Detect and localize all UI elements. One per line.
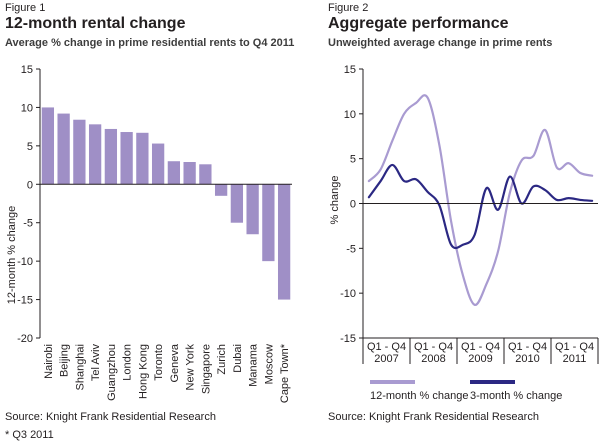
line-chart-year-label: 2010: [515, 353, 539, 365]
figure-2-label: Figure 2: [328, 2, 369, 14]
bar-chart-ylabel: 12-month % change: [6, 206, 18, 304]
line-chart: % change 15 10 5 0 -5 -10 -15 Q1 - Q4 Q1 - Q4 Q1 …: [329, 64, 599, 402]
bar-chart-bar: [136, 132, 149, 185]
legend-label-1: 3-month % change: [470, 390, 562, 402]
bar-chart-category-label: New York: [185, 344, 197, 391]
line-chart-y-tick-label: -10: [340, 288, 356, 300]
line-chart-y-tick-label: -15: [340, 333, 356, 345]
line-chart-y-tick-label: 10: [344, 109, 356, 121]
bar-chart-y-tick-label: 15: [21, 64, 33, 76]
bar-chart-bar: [277, 184, 291, 300]
line-chart-x-tick-label: Q1 - Q4: [414, 341, 453, 353]
figure-2-title: Aggregate performance: [328, 15, 509, 32]
bar-chart-y-tick-label: 10: [21, 102, 33, 114]
figure-1-note: * Q3 2011: [5, 429, 54, 441]
line-chart-year-label: 2011: [563, 353, 587, 365]
line-chart-y-tick-label: 15: [344, 64, 356, 76]
bar-chart: 12-month % change 15 10 5 0 -5 -10 -15 -20 Nairo…: [6, 64, 292, 403]
bar-chart-bar: [151, 143, 165, 185]
bar-chart-bar: [199, 164, 212, 185]
figure-2-subtitle: Unweighted average change in prime rents: [328, 37, 553, 49]
bar-chart-bar: [41, 107, 55, 185]
bar-chart-bar: [104, 128, 118, 185]
bar-chart-bar: [230, 184, 244, 223]
bar-chart-category-label: Shanghai: [74, 344, 86, 391]
bar-chart-bar: [214, 184, 228, 196]
bar-chart-bar: [262, 184, 275, 262]
figure-1-title: 12-month rental change: [5, 15, 186, 32]
bar-chart-y-tick-label: 5: [27, 141, 33, 153]
line-chart-y-tick-label: 5: [350, 154, 356, 166]
bar-chart-bar: [246, 184, 259, 235]
bar-chart-category-label: Zurich: [216, 344, 228, 375]
bar-chart-category-label: Dubai: [232, 344, 244, 373]
series-12-month-line: [367, 94, 594, 306]
bar-chart-bar: [73, 119, 86, 185]
bar-chart-category-label: Geneva: [169, 343, 181, 382]
bar-chart-category-label: Singapore: [200, 344, 212, 394]
figure-1-source: Source: Knight Frank Residential Researc…: [5, 411, 216, 423]
bar-chart-category-label: Cape Town*: [279, 343, 291, 403]
line-chart-y-tick-label: -5: [346, 243, 356, 255]
figure-1-subtitle: Average % change in prime residential re…: [5, 37, 295, 49]
bar-chart-bar: [120, 132, 133, 185]
series-3-month-line: [367, 163, 594, 250]
line-chart-ylabel: % change: [329, 176, 341, 225]
line-chart-x-tick-label: Q1 - Q4: [508, 341, 547, 353]
bar-chart-category-label: Guangzhou: [106, 344, 118, 401]
bar-chart-category-label: Moscow: [263, 344, 275, 384]
figure-2-source: Source: Knight Frank Residential Researc…: [328, 411, 539, 423]
bar-chart-bar: [88, 124, 102, 185]
bar-chart-category-label: Beijing: [59, 344, 71, 377]
bar-chart-category-label: Nairobi: [43, 344, 55, 379]
bar-chart-bar: [167, 161, 181, 185]
line-chart-x-tick-label: Q1 - Q4: [555, 341, 594, 353]
bar-chart-category-label: London: [122, 344, 134, 381]
line-chart-year-label: 2009: [468, 353, 492, 365]
bar-chart-y-tick-label: -10: [17, 256, 33, 268]
line-chart-y-tick-label: 0: [350, 199, 356, 211]
bar-chart-bar: [57, 113, 70, 185]
bar-chart-category-label: Hong Kong: [137, 344, 149, 399]
bar-chart-y-tick-label: -15: [17, 295, 33, 307]
line-chart-x-tick-label: Q1 - Q4: [461, 341, 500, 353]
bar-chart-bar: [183, 161, 196, 185]
bar-chart-y-tick-label: -20: [17, 333, 33, 345]
bar-chart-category-label: Tel Aviv: [90, 344, 102, 382]
bar-chart-category-label: Toronto: [153, 344, 165, 381]
bar-chart-y-tick-label: -5: [23, 218, 33, 230]
line-chart-year-label: 2008: [421, 353, 445, 365]
line-chart-year-label: 2007: [374, 353, 398, 365]
bar-chart-category-label: Manama: [248, 343, 260, 387]
bar-chart-y-tick-label: 0: [27, 179, 33, 191]
line-chart-x-tick-label: Q1 - Q4: [367, 341, 406, 353]
legend-label-0: 12-month % change: [370, 390, 468, 402]
figure-1-label: Figure 1: [5, 2, 46, 14]
